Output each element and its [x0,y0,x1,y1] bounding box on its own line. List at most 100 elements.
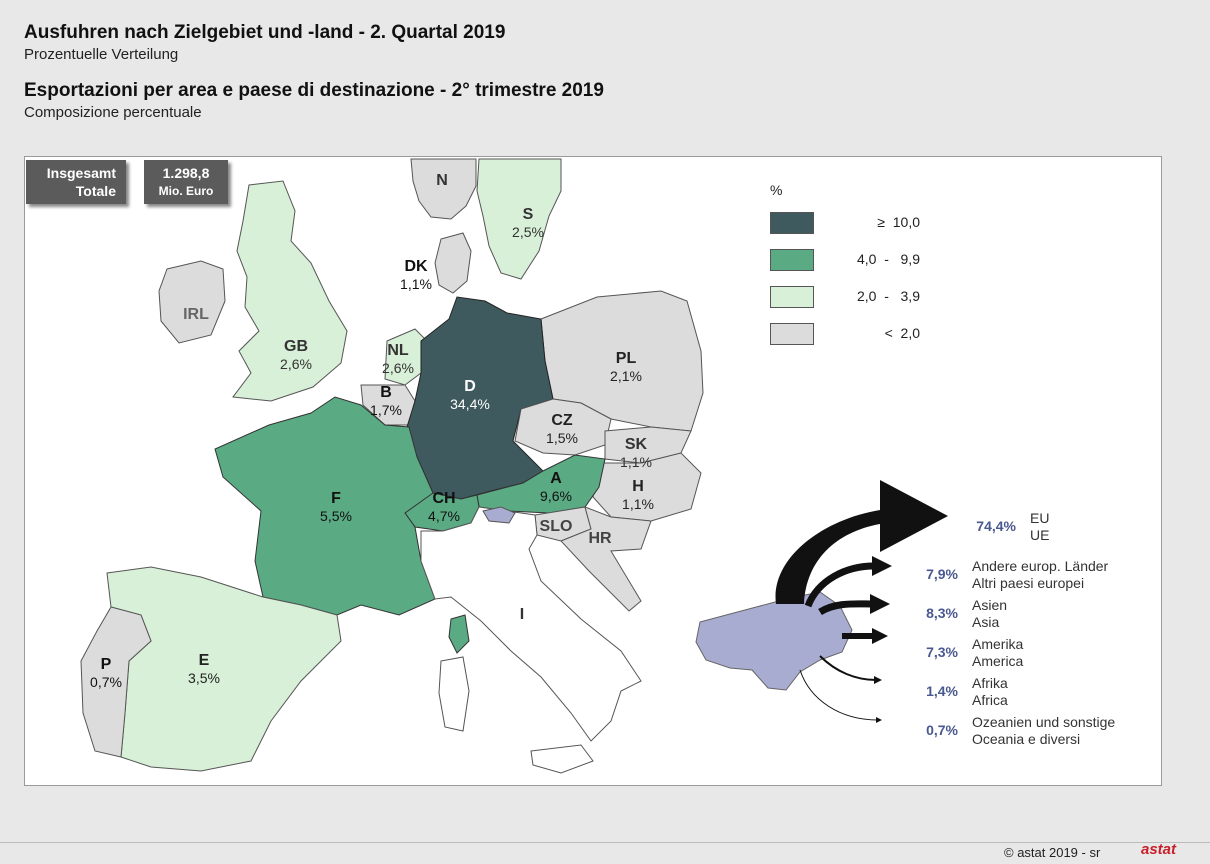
flow-label-it: Africa [972,692,1008,708]
flow-label: Ozeanien und sonstige Oceania e diversi [972,714,1115,748]
country-hr-shape [560,506,652,612]
country-label-i: I [492,606,552,624]
south-tyrol-map-shape [482,506,516,524]
country-label-slo: SLO [526,518,586,536]
country-value: 9,6% [540,488,572,504]
flow-label: Amerika America [972,636,1023,670]
flow-label-de: Amerika [972,636,1024,652]
country-h-shape [592,452,702,522]
country-label-irl: IRL [166,306,226,324]
total-unit: Mio. Euro [158,184,214,198]
flow-label-it: UE [1030,527,1050,543]
country-n-shape [410,158,477,220]
total-label-box: Insgesamt Totale [26,160,126,204]
flow-africa-head [874,676,882,684]
sicily-shape [530,744,594,774]
country-label-nl: NL 2,6% [368,342,428,377]
country-value: 0,7% [90,674,122,690]
country-gb-shape [232,180,348,402]
legend-unit: % [770,182,783,198]
country-value: 2,6% [280,356,312,372]
flow-label-it: America [972,653,1024,669]
country-code: DK [404,258,428,275]
country-s-shape [476,158,562,280]
country-value: 1,1% [622,496,654,512]
country-code: SK [624,436,648,453]
legend-label: ≥ 10,0 [877,214,920,230]
flow-label-de: Afrika [972,675,1008,691]
total-label-de: Insgesamt [46,165,116,181]
flow-label-de: Ozeanien und sonstige [972,714,1116,730]
flow-pct: 7,9% [926,566,958,582]
country-label-sk: SK 1,1% [606,436,666,471]
country-code: D [464,378,476,395]
country-label-hr: HR [570,530,630,548]
country-value: 1,7% [370,402,402,418]
flow-label: Andere europ. Länder Altri paesi europei [972,558,1108,592]
country-code: S [522,206,534,223]
country-value: 1,5% [546,430,578,446]
flow-pct: 1,4% [926,683,958,699]
country-code: PL [615,350,637,367]
subtitle-de: Prozentuelle Verteilung [24,46,179,63]
country-code: H [632,478,644,495]
country-irl-shape [158,260,226,344]
country-value: 2,1% [610,368,642,384]
country-value: 2,5% [512,224,544,240]
country-label-s: S 2,5% [498,206,558,241]
country-code: B [380,384,392,401]
europe-map [25,157,1161,785]
country-value: 1,1% [400,276,432,292]
country-dk-shape [434,232,472,294]
flow-diagram [695,480,948,723]
country-value: 3,5% [188,670,220,686]
country-label-f: F 5,5% [306,490,366,525]
country-code: A [550,470,562,487]
flow-asia-arrow [818,600,873,616]
flow-label: EU UE [1030,510,1049,544]
flow-europe-arrow [804,562,875,608]
flow-label-de: Andere europ. Länder [972,558,1109,574]
flow-pct: 0,7% [926,722,958,738]
astat-logo: astat [1141,841,1177,858]
flow-label-it: Oceania e diversi [972,731,1081,747]
flow-pct: 7,3% [926,644,958,660]
country-label-n: N [412,172,472,190]
title-it: Esportazioni per area e paese di destina… [24,80,604,101]
legend-label: < 2,0 [884,325,920,341]
country-label-d: D 34,4% [440,378,500,413]
country-label-e: E 3,5% [174,652,234,687]
legend-label: 2,0 - 3,9 [856,288,920,304]
title-de: Ausfuhren nach Zielgebiet und -land - 2.… [24,22,506,43]
sardinia-shape [438,656,470,732]
country-value: 5,5% [320,508,352,524]
legend-swatch [770,249,814,271]
country-label-cz: CZ 1,5% [532,412,592,447]
country-code: GB [284,338,308,355]
country-label-a: A 9,6% [526,470,586,505]
flow-label: Afrika Africa [972,675,1008,709]
country-code: E [198,652,210,669]
country-label-b: B 1,7% [356,384,416,419]
legend-swatch [770,286,814,308]
total-value: 1.298,8 [162,165,210,181]
country-code: IRL [183,306,209,323]
flow-label-it: Altri paesi europei [972,575,1085,591]
country-code: CH [432,490,456,507]
country-label-p: P 0,7% [76,656,136,691]
country-code: NL [387,342,409,359]
flow-label-it: Asia [972,614,1000,630]
country-value: 1,1% [620,454,652,470]
flow-africa-arrow [819,655,877,681]
country-code: N [436,172,448,189]
subtitle-it: Composizione percentuale [24,104,202,121]
legend-swatch [770,323,814,345]
footer-divider [0,842,1210,843]
country-value: 34,4% [450,396,490,412]
flow-label-de: EU [1030,510,1050,526]
country-label-pl: PL 2,1% [596,350,656,385]
country-value: 4,7% [428,508,460,524]
flow-pct: 74,4% [976,518,1016,534]
flow-asia-head [870,594,890,614]
country-label-dk: DK 1,1% [386,258,446,293]
